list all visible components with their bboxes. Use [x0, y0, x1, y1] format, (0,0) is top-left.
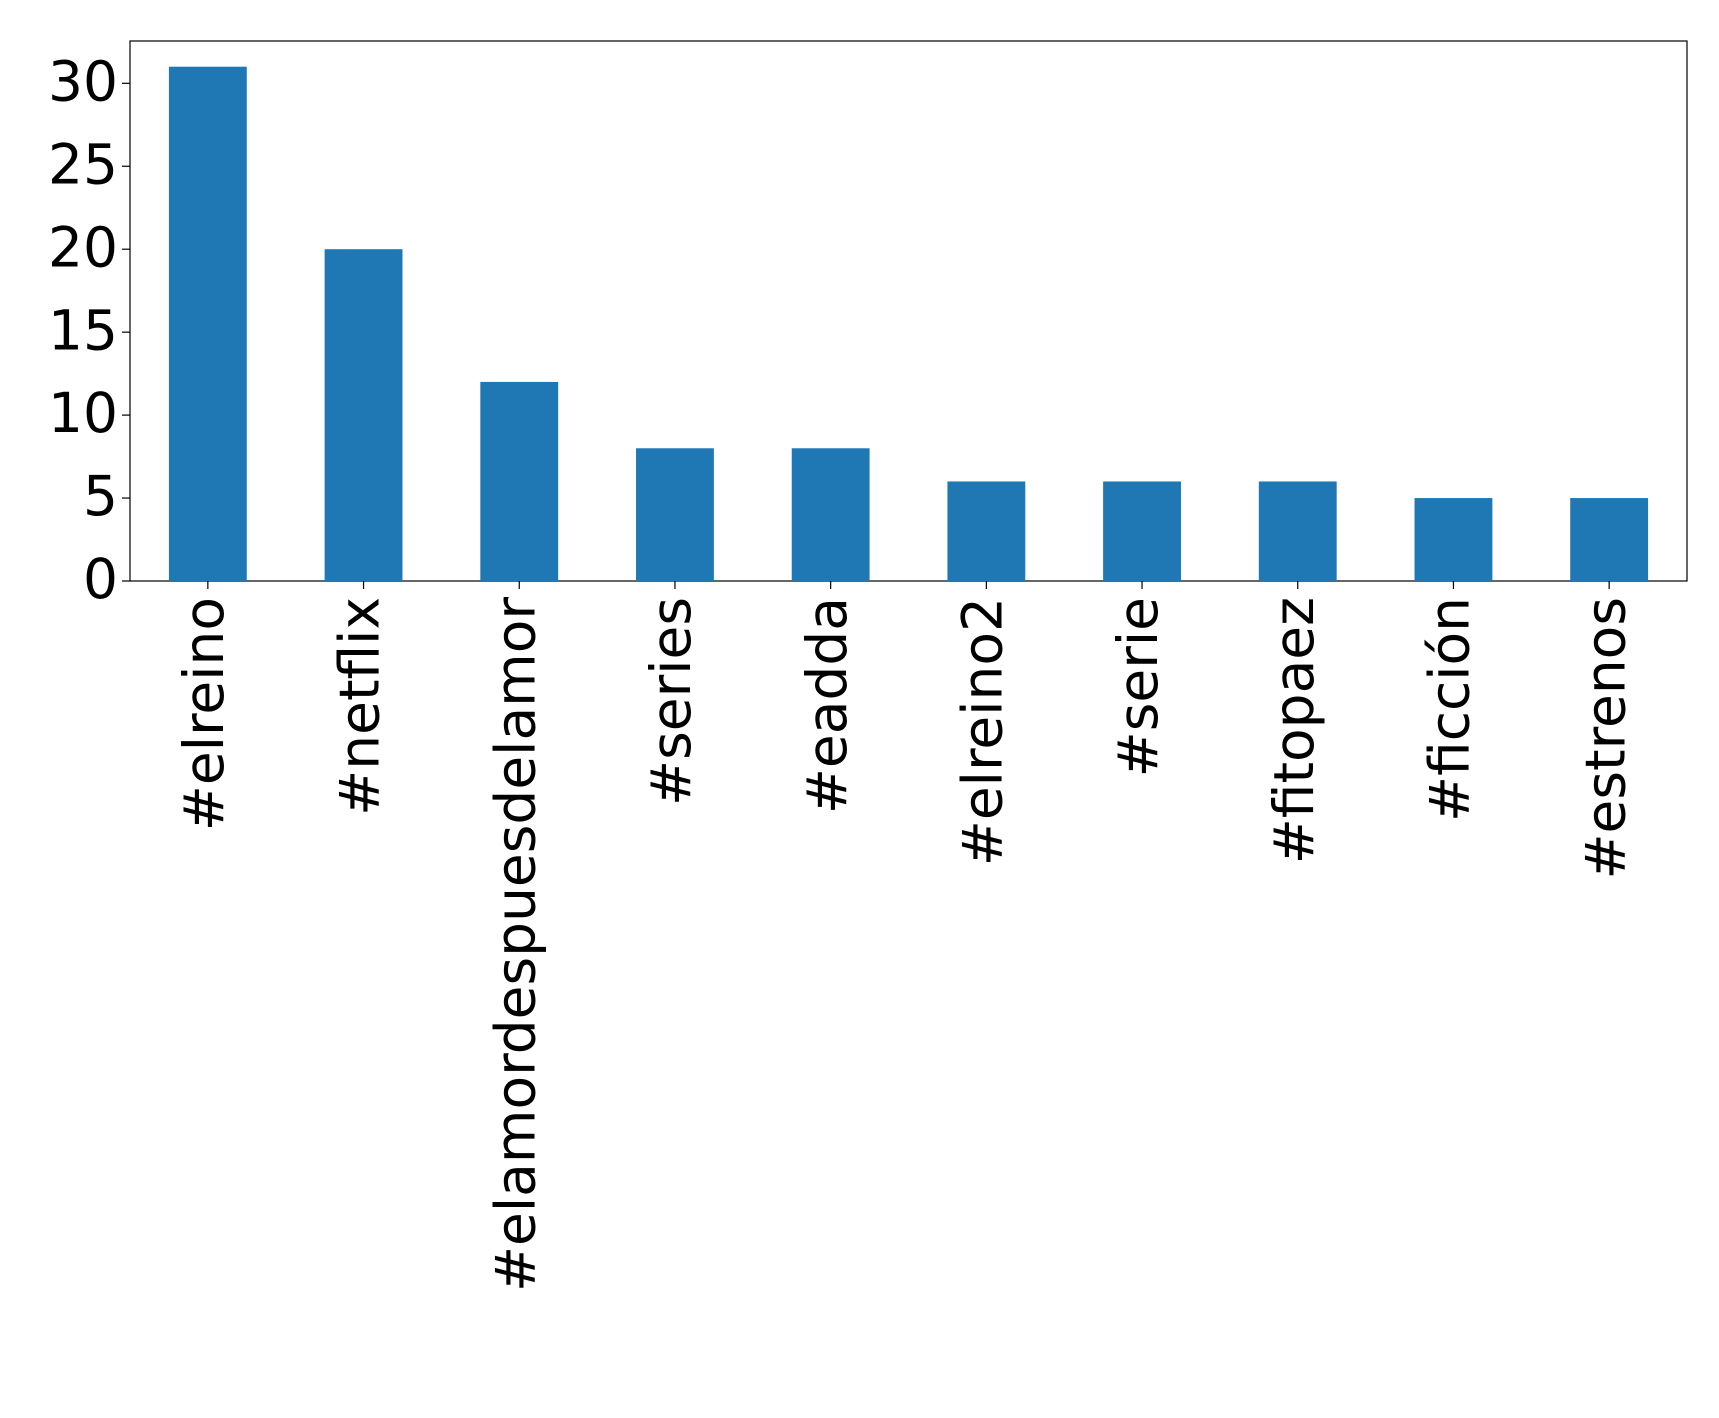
bar: [1103, 481, 1181, 581]
bar: [791, 448, 870, 581]
y-tick-label: 10: [48, 381, 118, 445]
x-tick-label: #series: [639, 597, 703, 806]
bar: [1570, 498, 1649, 581]
bar: [168, 66, 247, 581]
bar: [947, 481, 1026, 581]
x-tick-label: #eadda: [795, 597, 859, 814]
bar: [324, 249, 403, 581]
x-tick-label: #netflix: [328, 597, 392, 816]
bar: [480, 381, 559, 581]
x-tick-label: #ficción: [1418, 597, 1482, 822]
x-tick-label: #estrenos: [1573, 597, 1637, 880]
plot-frame: [129, 40, 1688, 582]
x-tick-label: #elamordespuesdelamor: [483, 597, 547, 1292]
bar: [636, 448, 714, 581]
x-tick-label: #serie: [1106, 597, 1170, 777]
y-tick-label: 25: [48, 132, 118, 196]
x-tick-label: #elreino: [172, 597, 236, 831]
bar: [1414, 498, 1493, 581]
bar: [1258, 481, 1337, 581]
y-tick-label: 30: [48, 49, 118, 113]
y-tick-label: 0: [83, 547, 118, 611]
y-tick-label: 15: [48, 298, 118, 362]
x-tick-label: #elreino2: [950, 597, 1014, 866]
y-tick-label: 5: [83, 464, 118, 528]
y-tick-label: 20: [48, 215, 118, 279]
x-tick-label: #fitopaez: [1262, 597, 1326, 864]
